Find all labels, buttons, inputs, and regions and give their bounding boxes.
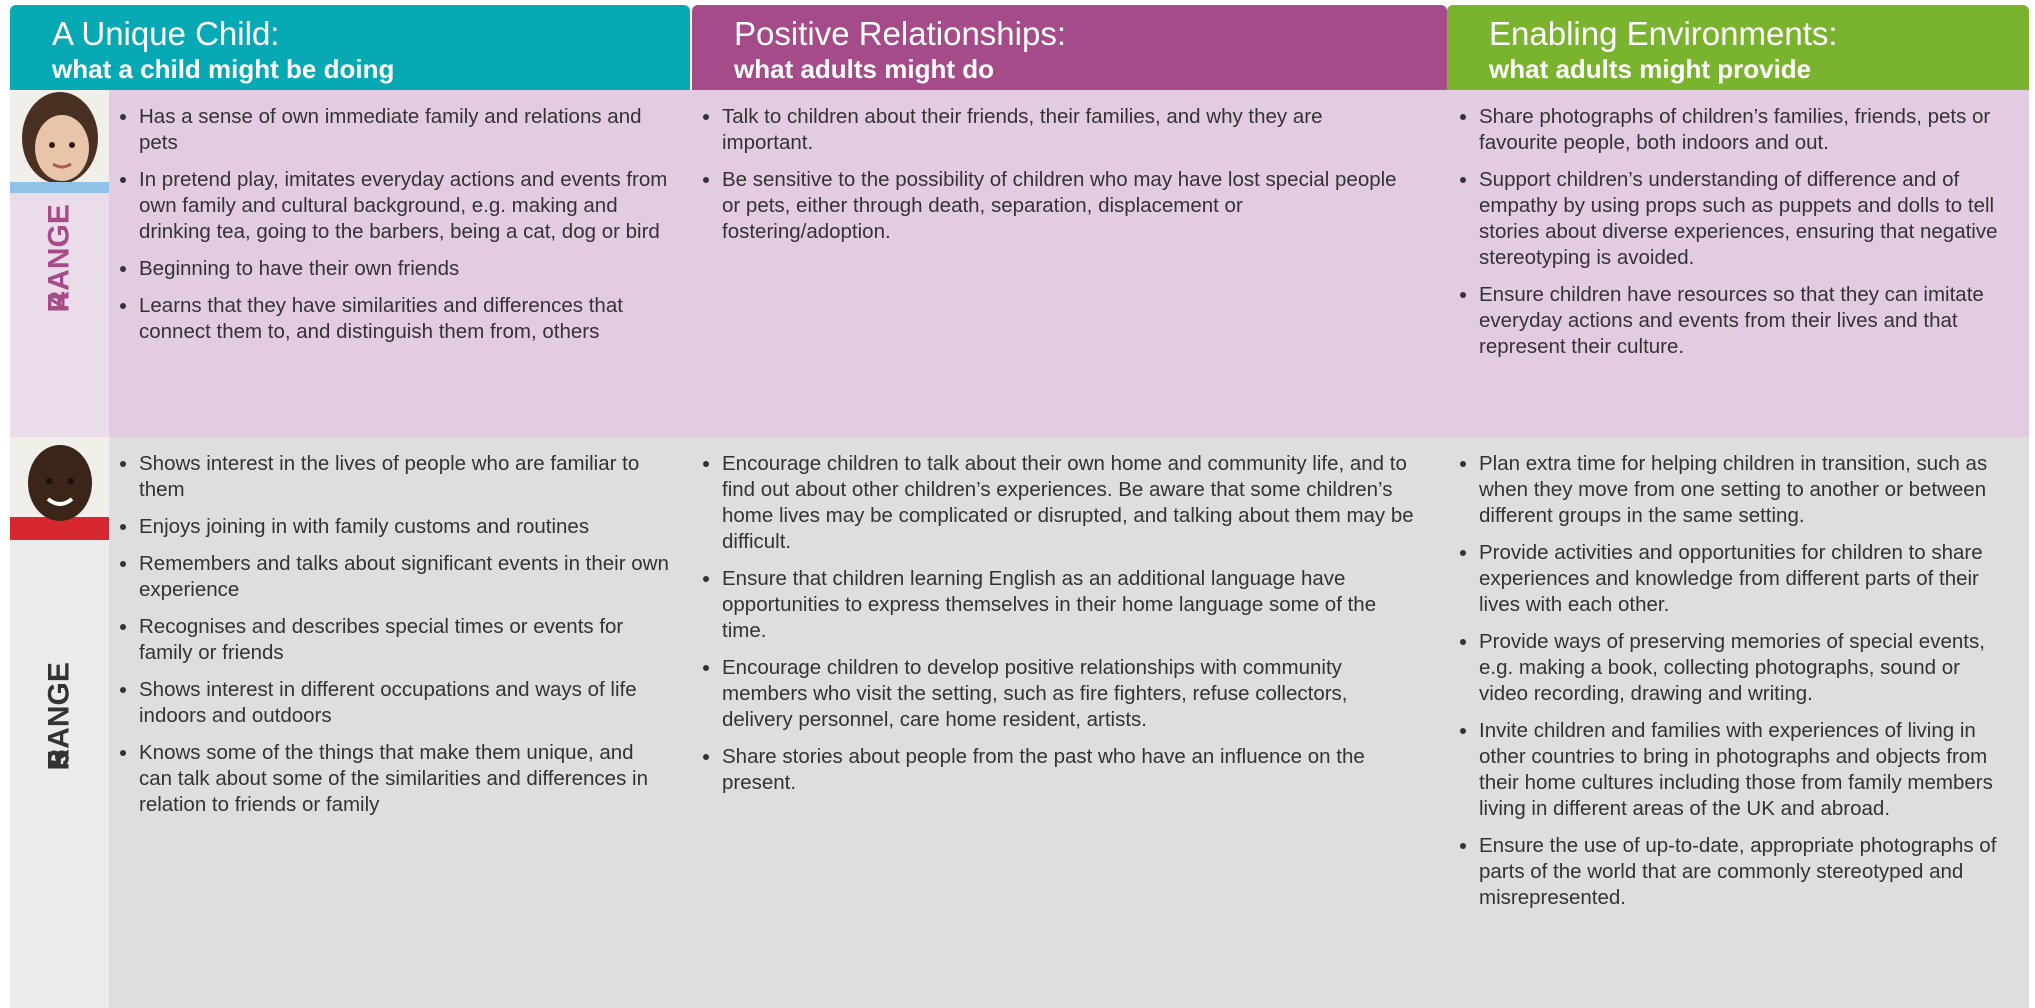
column-header: Enabling Environments: what adults might… [1447,5,2029,90]
bullet-item: In pretend play, imitates everyday actio… [139,167,669,245]
bullet-item: Learns that they have similarities and d… [139,293,669,345]
cell: Shows interest in the lives of people wh… [119,451,669,829]
column-subtitle: what adults might do [734,54,994,84]
column-subtitle: what a child might be doing [52,54,395,84]
bullet-item: Share stories about people from the past… [722,744,1417,796]
bullet-item: Ensure the use of up-to-date, appropriat… [1479,833,2009,911]
cell: Plan extra time for helping children in … [1459,451,2009,922]
bullet-item: Support children’s understanding of diff… [1479,167,2009,271]
bullet-item: Ensure that children learning English as… [722,566,1417,644]
row-4-background [10,90,2029,437]
bullet-item: Be sensitive to the possibility of child… [722,167,1417,245]
bullet-item: Knows some of the things that make them … [139,740,669,818]
bullet-item: Encourage children to talk about their o… [722,451,1417,555]
range-number: 4 [42,291,76,309]
bullet-list: Has a sense of own immediate family and … [119,104,669,345]
bullet-list: Encourage children to talk about their o… [702,451,1417,796]
bullet-item: Remembers and talks about significant ev… [139,551,669,603]
bullet-item: Provide ways of preserving memories of s… [1479,629,2009,707]
bullet-list: Talk to children about their friends, th… [702,104,1417,245]
column-title: Positive Relationships: [734,15,1066,52]
bullet-list: Shows interest in the lives of people wh… [119,451,669,818]
row-5-background [10,437,2029,1008]
bullet-item: Encourage children to develop positive r… [722,655,1417,733]
column-title: A Unique Child: [52,15,280,52]
bullet-item: Shows interest in different occupations … [139,677,669,729]
cell: Has a sense of own immediate family and … [119,104,669,356]
column-title: Enabling Environments: [1489,15,1838,52]
bullet-item: Beginning to have their own friends [139,256,669,282]
bullet-list: Share photographs of children’s families… [1459,104,2009,360]
column-subtitle: what adults might provide [1489,54,1812,84]
bullet-item: Talk to children about their friends, th… [722,104,1417,156]
cell: Share photographs of children’s families… [1459,104,2009,371]
bullet-item: Has a sense of own immediate family and … [139,104,669,156]
bullet-item: Invite children and families with experi… [1479,718,2009,822]
bullet-item: Provide activities and opportunities for… [1479,540,2009,618]
bullet-item: Ensure children have resources so that t… [1479,282,2009,360]
bullet-list: Plan extra time for helping children in … [1459,451,2009,911]
cell: Talk to children about their friends, th… [702,104,1417,256]
range-number: 5 [42,749,76,767]
cell: Encourage children to talk about their o… [702,451,1417,807]
column-header: A Unique Child: what a child might be do… [10,5,690,90]
child-photo [10,437,109,540]
bullet-item: Share photographs of children’s families… [1479,104,2009,156]
child-photo [10,90,109,193]
column-header: Positive Relationships: what adults migh… [692,5,1447,90]
bullet-item: Enjoys joining in with family customs an… [139,514,669,540]
bullet-item: Shows interest in the lives of people wh… [139,451,669,503]
bullet-item: Recognises and describes special times o… [139,614,669,666]
bullet-item: Plan extra time for helping children in … [1479,451,2009,529]
